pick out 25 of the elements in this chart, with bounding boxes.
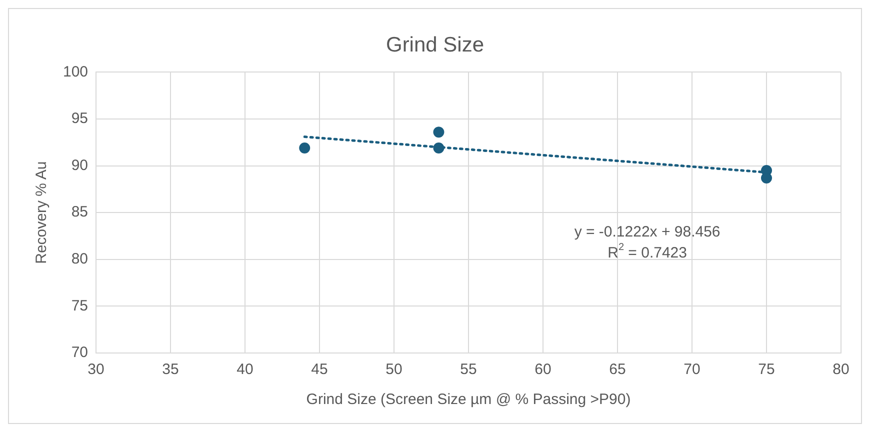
x-tick-label: 45 <box>311 361 328 378</box>
x-tick-label: 70 <box>684 361 700 378</box>
x-tick-label: 65 <box>609 361 626 378</box>
y-tick-label: 95 <box>71 110 88 128</box>
annotation: y = -0.1222x + 98.456 <box>574 223 720 240</box>
y-tick-label: 70 <box>71 344 88 362</box>
x-axis-title: Grind Size (Screen Size µm @ % Passing >P90) <box>306 391 631 408</box>
point <box>433 126 444 138</box>
y-tick-label: 90 <box>71 156 88 174</box>
y-tick-label: 100 <box>62 63 88 80</box>
y-tick-label: 85 <box>71 204 88 221</box>
x-tick-label: 35 <box>162 361 179 378</box>
x-tick-label: 40 <box>236 361 254 378</box>
y-axis-title: Recovery % Au <box>33 161 50 264</box>
y-tick-label: 75 <box>71 297 88 314</box>
x-tick-label: 80 <box>832 361 850 378</box>
y-tick-label: 80 <box>71 250 88 268</box>
chart-title: Grind Size <box>386 33 484 56</box>
x-tick-label: 55 <box>460 361 477 378</box>
x-tick-label: 50 <box>386 361 402 378</box>
x-tick-label: 75 <box>758 361 775 378</box>
x-tick-label: 60 <box>534 361 552 378</box>
point <box>299 142 310 154</box>
point <box>433 142 444 154</box>
x-tick-label: 30 <box>88 361 104 378</box>
